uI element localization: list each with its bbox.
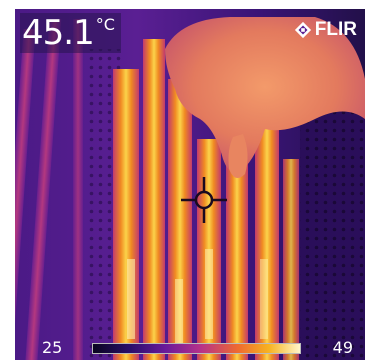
- thermal-image-frame: 45.1 °C FLIR 25 49: [15, 9, 365, 360]
- flir-logo-icon: [294, 21, 311, 39]
- temperature-value: 45.1: [22, 13, 95, 53]
- brand-logo: FLIR: [294, 19, 357, 41]
- temperature-scale-bar: [92, 343, 301, 354]
- temperature-readout: 45.1 °C: [20, 13, 121, 53]
- brand-name: FLIR: [314, 19, 357, 40]
- scale-max-label: 49: [332, 338, 353, 357]
- scale-min-label: 25: [42, 338, 63, 357]
- temperature-unit: °C: [95, 15, 115, 34]
- crosshair-icon: [181, 177, 227, 223]
- thermal-image: [15, 9, 365, 360]
